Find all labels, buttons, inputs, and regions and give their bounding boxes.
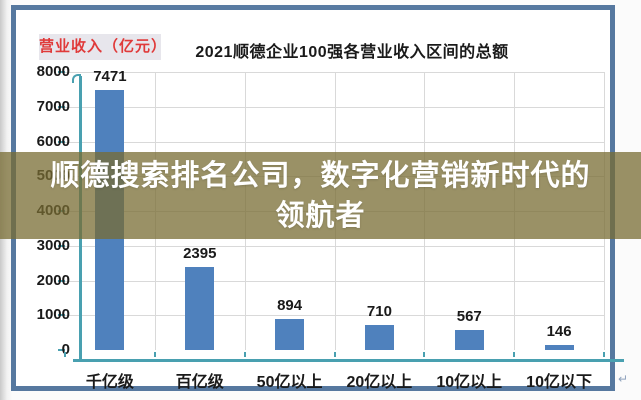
- y-tick-label-2000: 2000: [36, 271, 70, 289]
- overlay-banner: 顺德搜索排名公司，数字化营销新时代的 领航者: [0, 152, 641, 239]
- x-tick-3: [333, 352, 336, 357]
- bar-50亿以上: [275, 318, 305, 350]
- bar-10亿以上: [454, 330, 484, 350]
- bar-20亿以上: [364, 325, 394, 350]
- x-tick-label-千亿级: 千亿级: [85, 374, 134, 391]
- x-tick-1: [153, 352, 156, 357]
- x-tick-0: [64, 352, 66, 357]
- x-tick-label-20亿以上: 20亿以上: [346, 374, 413, 391]
- y-tick-label-7000: 7000: [36, 97, 70, 115]
- overlay-text-line2: 领航者: [275, 199, 366, 232]
- bar-value-20亿以上: 710: [366, 303, 392, 321]
- overlay-text-line1: 顺德搜索排名公司，数字化营销新时代的: [50, 159, 591, 192]
- bar-value-千亿级: 7471: [93, 68, 127, 86]
- y-tick-label-1000: 1000: [36, 306, 70, 324]
- x-tick-label-10亿以上: 10亿以上: [436, 374, 503, 391]
- x-tick-label-50亿以上: 50亿以上: [256, 374, 323, 391]
- y-tick-6000: [58, 140, 65, 143]
- x-tick-6: [603, 352, 605, 357]
- x-tick-label-百亿级: 百亿级: [175, 374, 224, 391]
- bar-value-50亿以上: 894: [277, 296, 303, 314]
- x-axis-line: [73, 359, 624, 362]
- y-axis-unit-label: 营业收入（亿元）: [39, 34, 166, 60]
- y-tick-label-0: 0: [61, 341, 70, 358]
- y-tick-label-8000: 8000: [36, 63, 70, 80]
- x-tick-5: [513, 352, 516, 357]
- chart-title: 2021顺德企业100强各营业收入区间的总额: [195, 44, 509, 61]
- bar-value-百亿级: 2395: [183, 244, 217, 262]
- bar-value-10亿以下: 146: [546, 322, 572, 340]
- x-tick-4: [423, 352, 426, 357]
- y-tick-label-6000: 6000: [36, 132, 70, 150]
- paragraph-return-icon: ↵: [618, 372, 629, 386]
- y-tick-2000: [58, 279, 65, 282]
- y-tick-1000: [58, 314, 65, 317]
- y-tick-0: [58, 349, 65, 351]
- bar-百亿级: [185, 266, 215, 350]
- bar-value-10亿以上: 567: [456, 308, 482, 326]
- x-tick-label-10亿以下: 10亿以下: [526, 374, 592, 391]
- y-tick-label-3000: 3000: [36, 236, 70, 254]
- y-tick-3000: [58, 244, 65, 247]
- bar-10亿以下: [544, 344, 574, 350]
- y-tick-7000: [58, 105, 65, 108]
- x-tick-2: [243, 352, 246, 357]
- y-tick-8000: [58, 71, 65, 73]
- y-axis-top-hook: [72, 74, 81, 83]
